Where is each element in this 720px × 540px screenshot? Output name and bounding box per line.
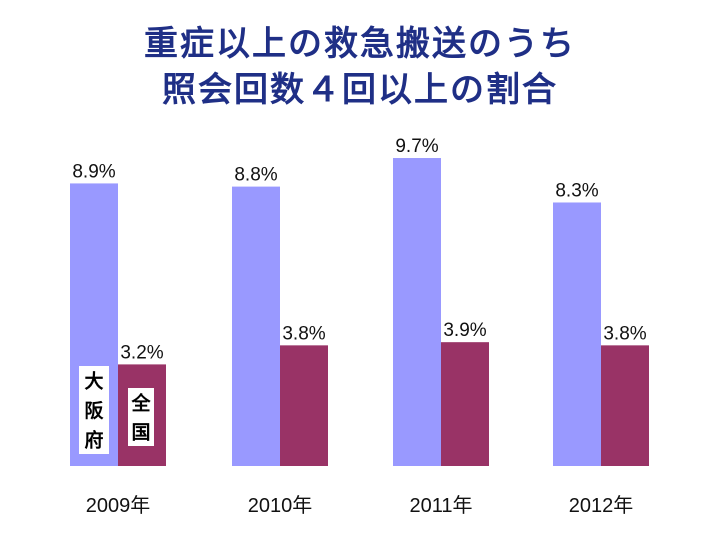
series-label-osaka-char-3: 府 — [84, 428, 103, 451]
category-label-2: 2010年 — [248, 494, 313, 517]
series-label-national-char-2: 国 — [131, 422, 150, 444]
data-label-osaka-3: 9.7% — [395, 136, 438, 157]
bar-osaka-4 — [553, 202, 601, 466]
category-label-3: 2011年 — [409, 494, 472, 517]
category-label-1: 2009年 — [86, 494, 151, 517]
data-label-national-3: 3.9% — [443, 320, 486, 341]
series-label-box-osaka — [79, 366, 109, 454]
series-label-box-national — [128, 388, 154, 446]
data-label-national-1: 3.2% — [120, 342, 163, 363]
data-label-national-2: 3.8% — [282, 323, 325, 344]
series-label-osaka-char-2: 阪 — [84, 399, 104, 422]
chart-title-line-2: 照会回数４回以上の割合 — [162, 70, 558, 110]
data-label-osaka-1: 8.9% — [72, 161, 115, 182]
data-label-osaka-2: 8.8% — [234, 165, 277, 186]
series-label-osaka-char-1: 大 — [84, 370, 103, 393]
bar-national-4 — [601, 345, 649, 466]
series-label-national-char-1: 全 — [130, 392, 151, 415]
data-label-osaka-4: 8.3% — [555, 180, 598, 201]
bar-national-2 — [280, 345, 328, 466]
data-label-national-4: 3.8% — [603, 323, 646, 344]
bar-osaka-2 — [232, 186, 280, 466]
chart-title-line-1: 重症以上の救急搬送のうち — [144, 24, 576, 64]
bar-national-3 — [441, 342, 489, 466]
bar-osaka-3 — [393, 158, 441, 466]
category-label-4: 2012年 — [569, 494, 634, 517]
